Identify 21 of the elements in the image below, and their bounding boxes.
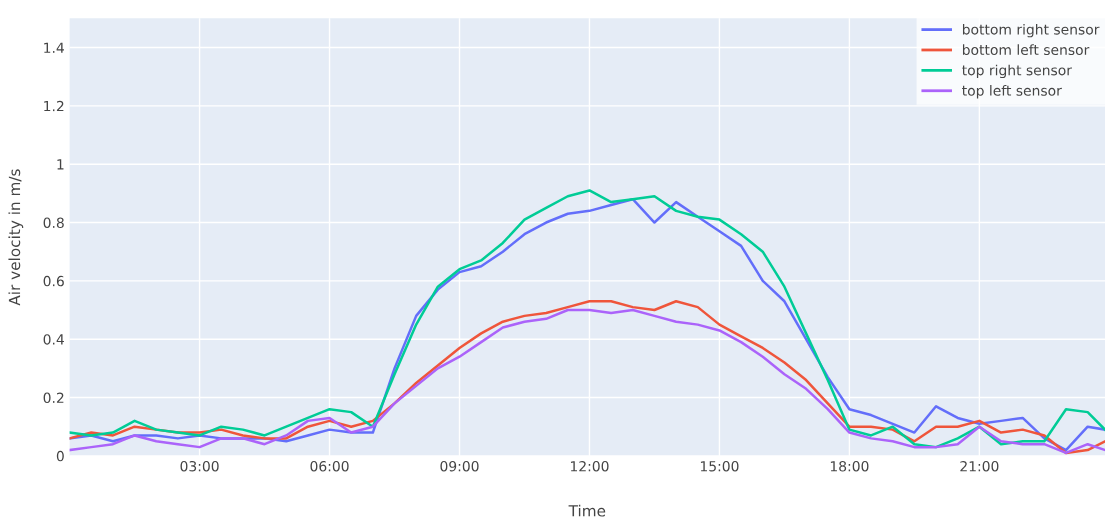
y-tick-label: 0.2 <box>43 392 64 404</box>
x-tick-label: 21:00 <box>960 460 999 472</box>
y-tick-label: 1.4 <box>44 42 64 53</box>
y-tick-label: 0 <box>56 450 64 462</box>
y-tick-label: 1 <box>57 159 64 170</box>
x-tick-label: 18:00 <box>830 460 869 472</box>
y-tick-label: 0.8 <box>43 217 64 228</box>
y-tick-label: 1.2 <box>44 100 64 112</box>
y-axis-title: Air velocity in m/s <box>8 169 24 306</box>
y-tick-label: 0.4 <box>43 334 64 345</box>
legend-label: top right sensor <box>962 64 1072 79</box>
x-axis-title: Time <box>568 504 606 517</box>
legend-label: bottom right sensor <box>962 23 1100 38</box>
x-tick-label: 09:00 <box>440 460 479 472</box>
x-tick-label: 06:00 <box>310 460 349 472</box>
x-tick-label: 15:00 <box>700 460 739 472</box>
x-tick-label: 12:00 <box>570 460 609 472</box>
y-tick-label: 0.6 <box>43 275 64 287</box>
legend-label: bottom left sensor <box>962 44 1090 56</box>
x-tick-label: 03:00 <box>180 460 219 472</box>
legend-label: top left sensor <box>962 85 1062 99</box>
